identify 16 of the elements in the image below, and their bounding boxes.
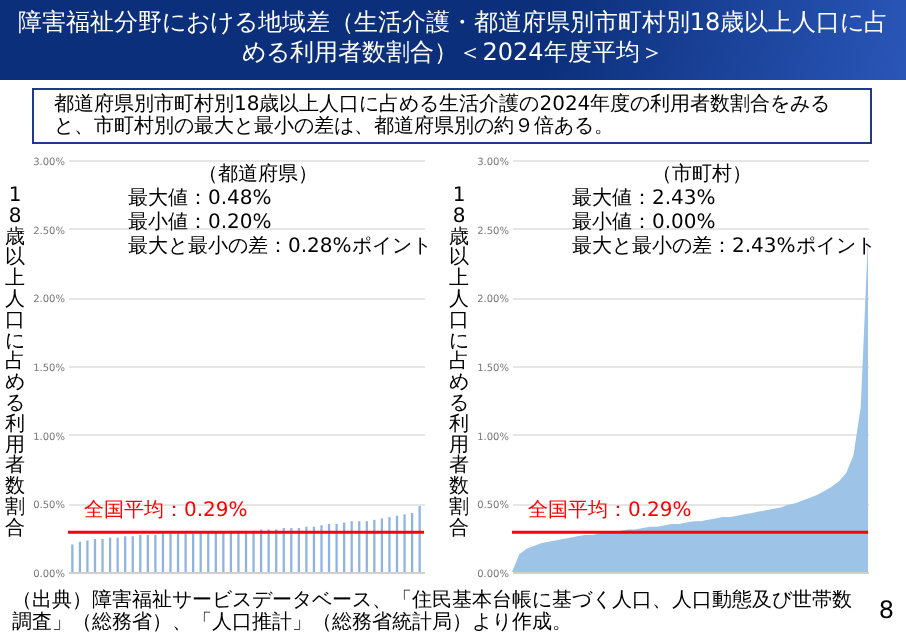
chart-title: 障害福祉分野における地域差（生活介護・都道府県別市町村別18歳以上人口に占める利用者数割合）＜2024年度平均＞ bbox=[0, 0, 906, 80]
annotation: 最大と最小の差：2.43%ポイント bbox=[572, 234, 876, 258]
annotation: 最大と最小の差：0.28%ポイント bbox=[128, 234, 432, 258]
annotation: 最大値：0.48% bbox=[128, 186, 272, 210]
annotation: 最小値：0.20% bbox=[128, 210, 272, 234]
chart-subtitle: 都道府県別市町村別18歳以上人口に占める生活介護の2024年度の利用者数割合をみると、市町村別の最大と最小の差は、都道府県別の約９倍ある。 bbox=[32, 88, 872, 144]
ref-line-label: 全国平均：0.29% bbox=[528, 498, 692, 523]
annotation: （市町村） bbox=[652, 162, 752, 186]
text: 18歳以上人口に占める利用者数割合 bbox=[449, 185, 469, 540]
text: 18歳以上人口に占める利用者数割合 bbox=[5, 185, 25, 540]
annotation: 最小値：0.00% bbox=[572, 210, 716, 234]
annotation: 最大値：2.43% bbox=[572, 186, 716, 210]
ref-line-label: 全国平均：0.29% bbox=[84, 498, 248, 523]
text: （出典）障害福祉サービスデータベース、「住民基本台帳に基づく人口、人口動態及び世帯数調査」（総務省）、「人口推計」（総務省統計局）より作成。 bbox=[12, 590, 852, 634]
text: 8 bbox=[878, 596, 894, 624]
annotation: （都道府県） bbox=[198, 162, 318, 186]
